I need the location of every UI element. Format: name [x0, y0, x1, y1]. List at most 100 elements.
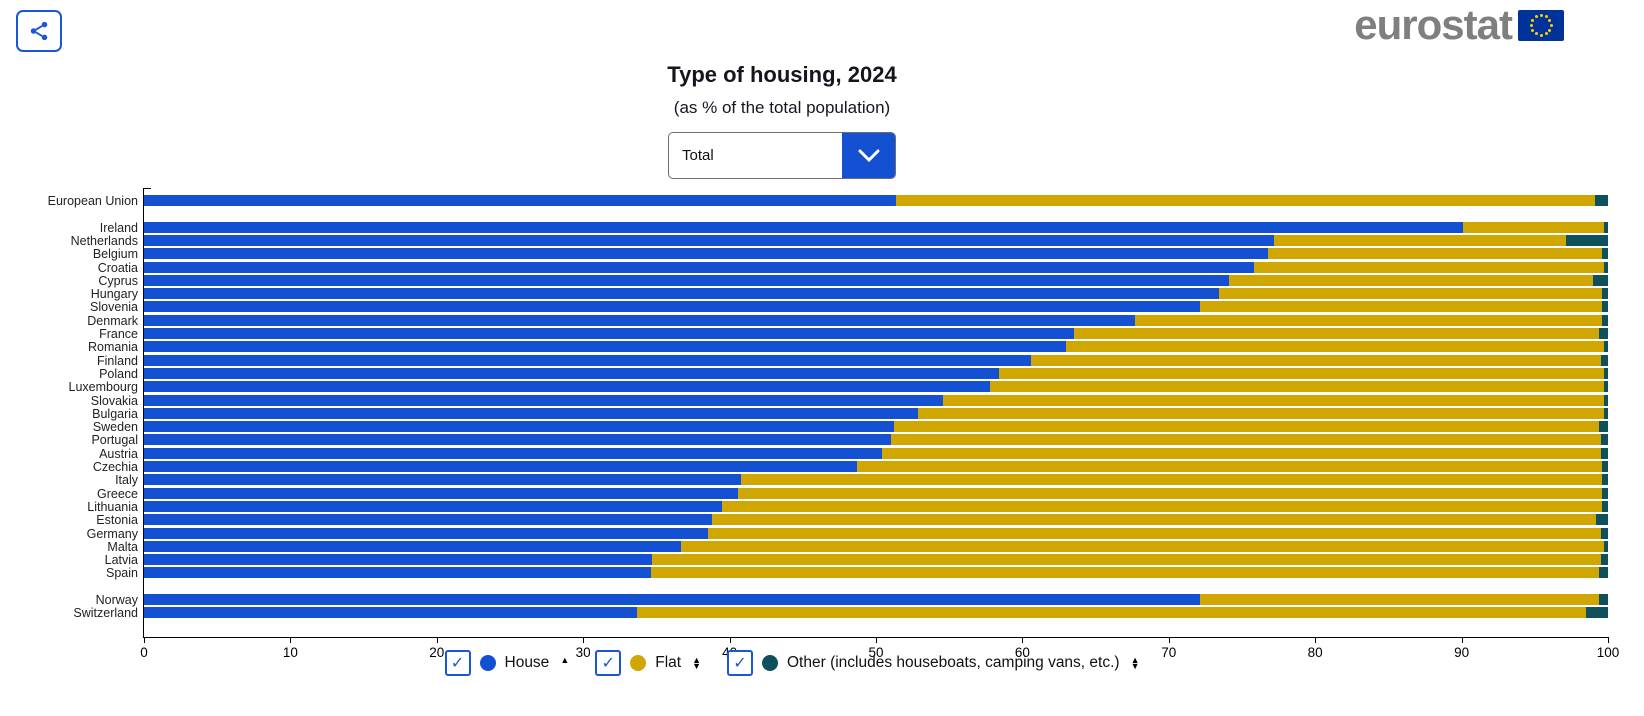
bar-row[interactable] [144, 248, 1608, 260]
bar-segment-house[interactable] [144, 474, 742, 486]
bar-segment-flat[interactable] [1073, 328, 1600, 339]
bar-segment-other[interactable] [1599, 594, 1608, 605]
bar-segment-other[interactable] [1602, 314, 1608, 326]
legend-checkbox[interactable]: ✓ [444, 650, 471, 676]
bar-row[interactable] [144, 407, 1608, 419]
bar-row[interactable] [144, 500, 1608, 512]
bar-segment-flat[interactable] [1031, 354, 1601, 366]
bar-segment-other[interactable] [1602, 487, 1608, 499]
bar-segment-house[interactable] [144, 594, 1200, 605]
bar-segment-flat[interactable] [990, 381, 1604, 393]
bar-segment-house[interactable] [144, 527, 708, 539]
bar-row[interactable] [144, 341, 1608, 353]
bar-segment-house[interactable] [144, 221, 1464, 233]
bar-segment-other[interactable] [1603, 341, 1608, 353]
bar-segment-house[interactable] [144, 447, 882, 459]
bar-row[interactable] [144, 328, 1608, 339]
bar-row[interactable] [144, 367, 1608, 379]
bar-row[interactable] [144, 474, 1608, 486]
bar-segment-flat[interactable] [918, 407, 1604, 419]
bar-segment-house[interactable] [144, 434, 891, 446]
bar-segment-flat[interactable] [1253, 261, 1604, 273]
bar-segment-flat[interactable] [1228, 274, 1594, 286]
bar-row[interactable] [144, 540, 1608, 552]
bar-segment-house[interactable] [144, 314, 1136, 326]
bar-segment-flat[interactable] [707, 527, 1601, 539]
bar-segment-other[interactable] [1565, 234, 1608, 246]
bar-segment-house[interactable] [144, 341, 1067, 353]
bar-segment-other[interactable] [1602, 301, 1608, 313]
bar-segment-other[interactable] [1603, 407, 1608, 419]
bar-row[interactable] [144, 261, 1608, 273]
sort-both-icon[interactable]: ▲ ▼ [692, 655, 701, 671]
bar-segment-house[interactable] [144, 500, 723, 512]
bar-row[interactable] [144, 234, 1608, 246]
bar-segment-house[interactable] [144, 381, 991, 393]
bar-segment-flat[interactable] [1199, 594, 1600, 605]
bar-segment-other[interactable] [1600, 554, 1608, 566]
bar-segment-other[interactable] [1603, 381, 1608, 393]
bar-row[interactable] [144, 461, 1608, 472]
bar-segment-flat[interactable] [741, 474, 1603, 486]
bar-segment-other[interactable] [1600, 434, 1608, 446]
bar-segment-house[interactable] [144, 367, 999, 379]
bar-segment-house[interactable] [144, 540, 682, 552]
sort-both-icon[interactable]: ▲ ▼ [1130, 655, 1140, 671]
bar-segment-other[interactable] [1602, 474, 1608, 486]
bar-segment-flat[interactable] [1135, 314, 1603, 326]
bar-segment-other[interactable] [1603, 367, 1608, 379]
bar-segment-house[interactable] [144, 288, 1219, 300]
bar-row[interactable] [144, 514, 1608, 526]
bar-row[interactable] [144, 381, 1608, 393]
bar-segment-flat[interactable] [1274, 234, 1566, 246]
legend-checkbox[interactable]: ✓ [595, 650, 622, 676]
bar-segment-other[interactable] [1596, 514, 1608, 526]
bar-row[interactable] [144, 487, 1608, 499]
bar-segment-other[interactable] [1599, 328, 1608, 339]
bar-segment-other[interactable] [1603, 394, 1608, 406]
bar-segment-house[interactable] [144, 274, 1229, 286]
bar-segment-other[interactable] [1603, 540, 1608, 552]
bar-row[interactable] [144, 195, 1608, 206]
bar-segment-other[interactable] [1600, 527, 1608, 539]
bar-row[interactable] [144, 354, 1608, 366]
bar-row[interactable] [144, 301, 1608, 313]
bar-row[interactable] [144, 221, 1608, 233]
bar-segment-house[interactable] [144, 461, 857, 472]
bar-segment-other[interactable] [1602, 248, 1608, 260]
bar-segment-house[interactable] [144, 554, 652, 566]
bar-segment-house[interactable] [144, 301, 1200, 313]
dropdown-toggle-button[interactable] [842, 133, 895, 178]
bar-segment-other[interactable] [1603, 261, 1608, 273]
bar-row[interactable] [144, 421, 1608, 433]
bar-segment-other[interactable] [1603, 221, 1608, 233]
bar-segment-other[interactable] [1599, 421, 1608, 433]
bar-row[interactable] [144, 527, 1608, 539]
bar-segment-flat[interactable] [1199, 301, 1603, 313]
bar-segment-flat[interactable] [896, 195, 1595, 206]
bar-segment-flat[interactable] [998, 367, 1604, 379]
bar-segment-flat[interactable] [637, 607, 1587, 619]
bar-segment-flat[interactable] [890, 434, 1601, 446]
bar-segment-flat[interactable] [1463, 221, 1604, 233]
bar-segment-other[interactable] [1602, 461, 1608, 472]
bar-segment-other[interactable] [1600, 447, 1608, 459]
bar-segment-house[interactable] [144, 394, 944, 406]
bar-segment-house[interactable] [144, 261, 1254, 273]
legend-checkbox[interactable]: ✓ [727, 650, 753, 676]
bar-segment-house[interactable] [144, 195, 897, 206]
bar-segment-house[interactable] [144, 607, 638, 619]
bar-segment-house[interactable] [144, 407, 919, 419]
bar-segment-house[interactable] [144, 421, 894, 433]
bar-segment-flat[interactable] [722, 500, 1603, 512]
population-filter-select[interactable]: Total [668, 132, 896, 179]
sort-asc-icon[interactable]: ▲ [560, 655, 570, 665]
bar-segment-house[interactable] [144, 354, 1032, 366]
bar-segment-other[interactable] [1602, 288, 1608, 300]
bar-row[interactable] [144, 394, 1608, 406]
share-button[interactable] [16, 10, 62, 52]
bar-row[interactable] [144, 447, 1608, 459]
bar-segment-flat[interactable] [738, 487, 1603, 499]
bar-segment-flat[interactable] [712, 514, 1597, 526]
bar-segment-flat[interactable] [881, 447, 1601, 459]
